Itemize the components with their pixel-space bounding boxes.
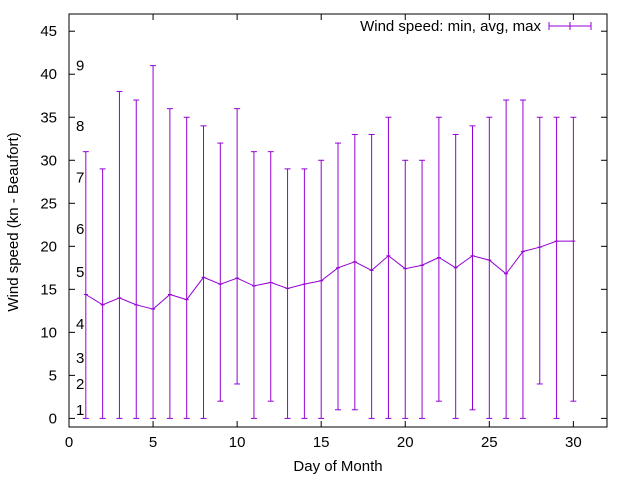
y-axis-label: Wind speed (kn - Beaufort) bbox=[5, 132, 22, 311]
y-tick-label: 20 bbox=[40, 238, 57, 255]
beaufort-label: 6 bbox=[76, 221, 84, 238]
x-tick-label: 5 bbox=[149, 434, 157, 451]
x-tick-label: 25 bbox=[481, 434, 498, 451]
y-tick-label: 35 bbox=[40, 109, 57, 126]
y-tick-label: 15 bbox=[40, 281, 57, 298]
beaufort-label: 1 bbox=[76, 402, 84, 419]
beaufort-label: 9 bbox=[76, 58, 84, 75]
x-tick-label: 15 bbox=[313, 434, 330, 451]
legend-label: Wind speed: min, avg, max bbox=[360, 18, 541, 35]
x-tick-label: 30 bbox=[565, 434, 582, 451]
plot-frame bbox=[68, 13, 608, 428]
beaufort-label: 2 bbox=[76, 376, 84, 393]
y-tick-label: 40 bbox=[40, 66, 57, 83]
x-tick-label: 20 bbox=[397, 434, 414, 451]
x-axis-label: Day of Month bbox=[293, 458, 382, 475]
x-tick-label: 0 bbox=[65, 434, 73, 451]
beaufort-label: 8 bbox=[76, 118, 84, 135]
y-tick-label: 30 bbox=[40, 152, 57, 169]
y-tick-label: 10 bbox=[40, 324, 57, 341]
y-tick-label: 0 bbox=[49, 410, 57, 427]
y-tick-label: 5 bbox=[49, 367, 57, 384]
beaufort-scale: 1 2 3 4 5 6 7 8 9 bbox=[76, 58, 84, 419]
y-tick-label: 25 bbox=[40, 195, 57, 212]
beaufort-label: 5 bbox=[76, 264, 84, 281]
x-tick-label: 10 bbox=[229, 434, 246, 451]
series-layer bbox=[82, 65, 577, 419]
legend: Wind speed: min, avg, max bbox=[360, 18, 592, 35]
beaufort-label: 7 bbox=[76, 169, 84, 186]
y-tick-label: 45 bbox=[40, 23, 57, 40]
beaufort-label: 4 bbox=[76, 316, 84, 333]
avg-line bbox=[85, 240, 574, 310]
beaufort-label: 3 bbox=[76, 350, 84, 367]
